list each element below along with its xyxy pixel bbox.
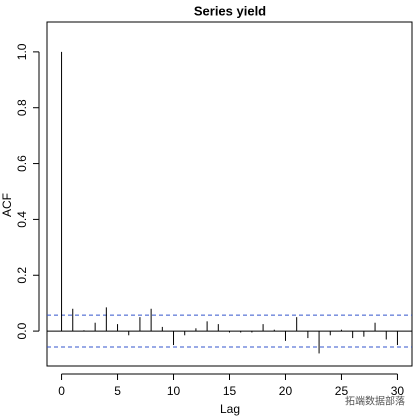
y-tick-label: 0.4: [15, 211, 29, 228]
y-tick-label: 1.0: [15, 43, 29, 60]
x-tick-label: 20: [279, 384, 293, 398]
y-tick-label: 0.0: [15, 322, 29, 339]
x-tick-label: 0: [58, 384, 65, 398]
plot-box: [46, 21, 413, 367]
y-axis-label: ACF: [0, 193, 14, 217]
y-tick-label: 0.2: [15, 267, 29, 284]
x-tick-label: 15: [223, 384, 237, 398]
y-tick-label: 0.6: [15, 155, 29, 172]
x-axis-label: Lag: [220, 402, 240, 416]
y-tick-label: 0.8: [15, 99, 29, 116]
x-tick-label: 25: [335, 384, 349, 398]
watermark: 拓端数据部落: [345, 395, 405, 408]
x-tick-label: 30: [391, 384, 405, 398]
x-tick-label: 10: [167, 384, 181, 398]
chart-title: Series yield: [194, 3, 266, 18]
x-tick-label: 5: [114, 384, 121, 398]
